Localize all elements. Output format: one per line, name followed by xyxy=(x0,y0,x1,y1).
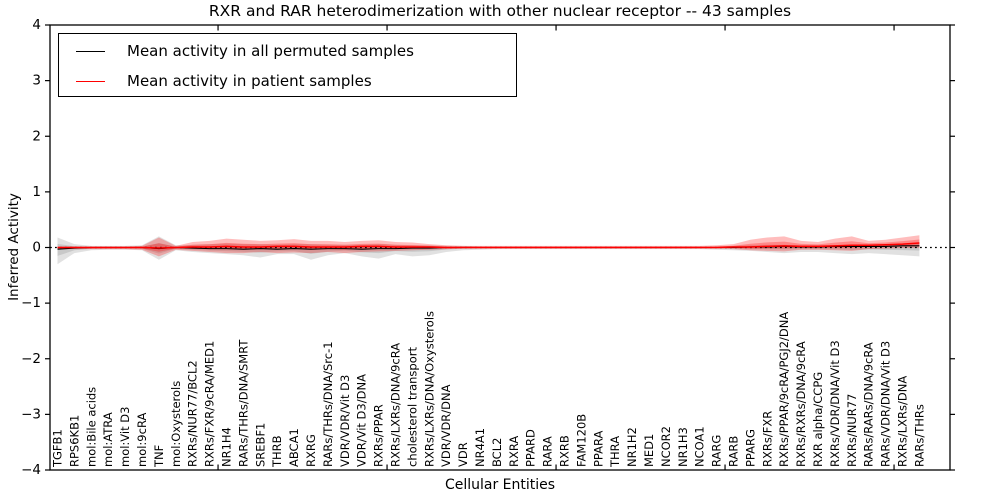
x-tick-label: RARs/RARs/DNA/9cRA xyxy=(862,342,876,467)
x-tick-label: RXRs/LXRs/DNA xyxy=(896,376,910,467)
x-tick-label: VDR/VDR/Vit D3 xyxy=(338,375,352,467)
x-tick-label: PPARD xyxy=(524,429,538,467)
legend-item-label: Mean activity in patient samples xyxy=(127,72,372,90)
x-tick-label: NCOR2 xyxy=(659,426,673,467)
patient-mean-line xyxy=(57,242,920,249)
x-tick-label: RARB xyxy=(727,436,741,467)
y-tick-label: −1 xyxy=(21,295,41,311)
x-tick-label: PPARA xyxy=(591,430,605,467)
x-tick-label: RXRG xyxy=(304,434,318,467)
x-tick-label: THRB xyxy=(270,435,284,468)
legend-item: Mean activity in all permuted samples xyxy=(59,36,414,66)
x-tick-label: ABCA1 xyxy=(287,428,301,467)
x-tick-label: NR1H4 xyxy=(220,427,234,467)
legend-item: Mean activity in patient samples xyxy=(59,66,372,96)
y-tick-label: 2 xyxy=(32,128,41,144)
y-tick-label: 1 xyxy=(32,184,41,200)
band-permuted-outer xyxy=(57,236,920,265)
y-axis-label: Inferred Activity xyxy=(6,193,22,301)
y-tick-label: 4 xyxy=(32,17,41,33)
y-tick-label: −3 xyxy=(21,406,41,422)
legend-line-swatch xyxy=(76,50,105,52)
x-tick-label: RXRs/PPAR/9cRA/PGJ2/DNA xyxy=(777,312,791,467)
x-tick-label: BCL2 xyxy=(490,438,504,467)
x-tick-label: MED1 xyxy=(642,434,656,467)
x-tick-label: mol:Bile acids xyxy=(84,387,98,467)
x-tick-label: NR1H2 xyxy=(625,427,639,467)
chart-title: RXR and RAR heterodimerization with othe… xyxy=(208,2,792,20)
x-tick-label: RXRs/PPAR xyxy=(372,404,386,467)
x-tick-label: NCOA1 xyxy=(693,426,707,467)
x-tick-label: RXRs/NUR77 xyxy=(845,394,859,467)
x-tick-label: RARG xyxy=(710,435,724,467)
x-tick-label: FAM120B xyxy=(574,414,588,467)
band-permuted-inner xyxy=(57,243,920,256)
x-tick-label: RXRA xyxy=(507,436,521,467)
x-tick-label: mol:9cRA xyxy=(135,413,149,467)
legend-line-swatch xyxy=(76,80,105,82)
x-tick-label: RXRs/RXRs/DNA/9cRA xyxy=(794,341,808,467)
x-tick-label: RXR alpha/CCPG xyxy=(811,372,825,467)
x-tick-label: RXRs/FXR xyxy=(760,411,774,467)
x-tick-label: RXRs/FXR/9cRA/MED1 xyxy=(203,341,217,467)
x-tick-label: RXRs/VDR/DNA/Vit D3 xyxy=(828,340,842,467)
x-tick-label: RXRs/NUR77/BCL2 xyxy=(186,360,200,467)
x-tick-label: RARs/VDR/DNA/Vit D3 xyxy=(879,341,893,467)
legend: Mean activity in all permuted samples Me… xyxy=(58,33,517,97)
y-tick-label: 3 xyxy=(32,73,41,89)
x-tick-label: RPS6KB1 xyxy=(67,415,81,467)
x-tick-label: RARs/THRs xyxy=(912,404,926,467)
x-tick-label: NR1H3 xyxy=(676,427,690,467)
y-tick-label: −2 xyxy=(21,351,41,367)
x-tick-label: mol:Oxysterols xyxy=(169,381,183,467)
x-tick-label: VDR/Vit D3/DNA xyxy=(355,374,369,467)
x-tick-label: PPARG xyxy=(743,429,757,467)
band-patient-outer xyxy=(57,235,920,257)
x-tick-label: SREBF1 xyxy=(253,423,267,467)
legend-item-label: Mean activity in all permuted samples xyxy=(127,42,414,60)
x-tick-label: THRA xyxy=(608,436,622,468)
x-tick-label: TNF xyxy=(152,445,166,468)
x-tick-label: VDR/VDR/DNA xyxy=(439,384,453,467)
x-tick-label: mol:ATRA xyxy=(101,412,115,467)
x-tick-label: RXRB xyxy=(558,435,572,467)
y-tick-label: 0 xyxy=(32,240,41,256)
x-tick-label: RXRs/LXRs/DNA/Oxysterols xyxy=(422,311,436,467)
x-tick-label: NR4A1 xyxy=(473,428,487,467)
x-tick-label: TGFB1 xyxy=(51,429,65,468)
x-axis-label: Cellular Entities xyxy=(444,477,556,493)
x-tick-label: RARs/THRs/DNA/Src-1 xyxy=(321,341,335,467)
y-tick-label: −4 xyxy=(21,462,41,478)
x-tick-label: mol:Vit D3 xyxy=(118,407,132,467)
x-tick-label: cholesterol transport xyxy=(405,347,419,467)
x-tick-label: RXRs/LXRs/DNA/9cRA xyxy=(389,343,403,467)
x-tick-label: VDR xyxy=(456,442,470,467)
x-tick-label: RARs/THRs/DNA/SMRT xyxy=(236,339,250,467)
x-tick-label: RARA xyxy=(541,436,555,467)
